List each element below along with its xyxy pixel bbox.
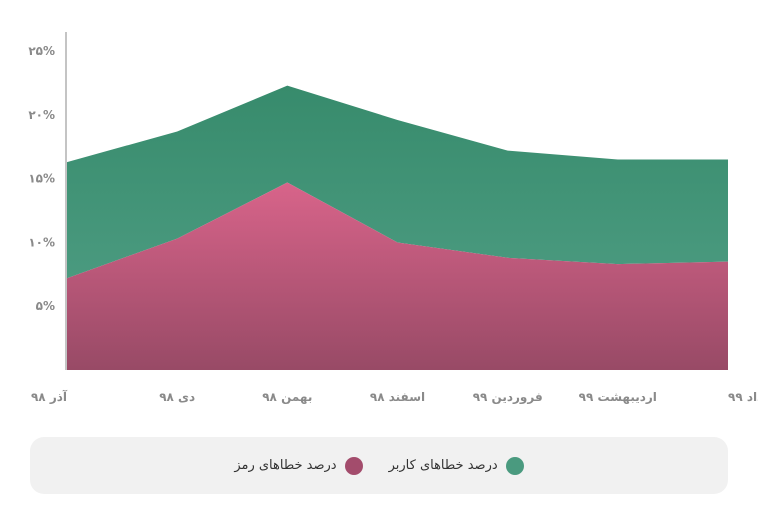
area-series-user-errors[interactable]: [67, 85, 728, 279]
x-tick-labels: آذر ۹۸ دی ۹۸ بهمن ۹۸ اسفند ۹۸ فروردین ۹۹ اردی…: [31, 389, 758, 405]
legend-swatch-password-errors: [344, 456, 363, 475]
legend-label-user-errors: درصد خطاهای کاربر: [388, 458, 498, 473]
legend-item-user-errors[interactable]: درصد خطاهای کاربر: [388, 456, 524, 475]
x-tick-label: بهمن ۹۸: [262, 390, 312, 404]
y-tick-label: ۱۰%: [28, 236, 55, 250]
area-chart: ۵% ۱۰% ۱۵% ۲۰% ۲۵% آذر ۹۸ دی ۹۸ بهمن ۹۸ اسفند ۹…: [28, 32, 758, 405]
y-tick-label: ۱۵%: [28, 172, 55, 186]
legend-label-password-errors: درصد خطاهای رمز: [234, 458, 337, 473]
y-tick-label: ۲۰%: [28, 108, 55, 122]
x-tick-label: خرداد ۹۹: [728, 390, 758, 404]
x-tick-label: اسفند ۹۸: [370, 390, 425, 404]
x-tick-label: اردیبهشت ۹۹: [579, 390, 657, 404]
y-tick-label: ۵%: [36, 299, 55, 313]
x-tick-label: آذر ۹۸: [31, 389, 68, 404]
legend-swatch-user-errors: [505, 456, 524, 475]
legend: درصد خطاهای کاربر درصد خطاهای رمز: [30, 437, 728, 494]
area-series-password-errors[interactable]: [67, 182, 728, 371]
series-areas: [67, 85, 728, 371]
y-tick-labels: ۵% ۱۰% ۱۵% ۲۰% ۲۵%: [28, 44, 55, 313]
y-tick-label: ۲۵%: [28, 44, 55, 58]
legend-item-password-errors[interactable]: درصد خطاهای رمز: [234, 456, 363, 475]
x-tick-label: دی ۹۸: [159, 390, 195, 404]
x-tick-label: فروردین ۹۹: [473, 390, 543, 405]
